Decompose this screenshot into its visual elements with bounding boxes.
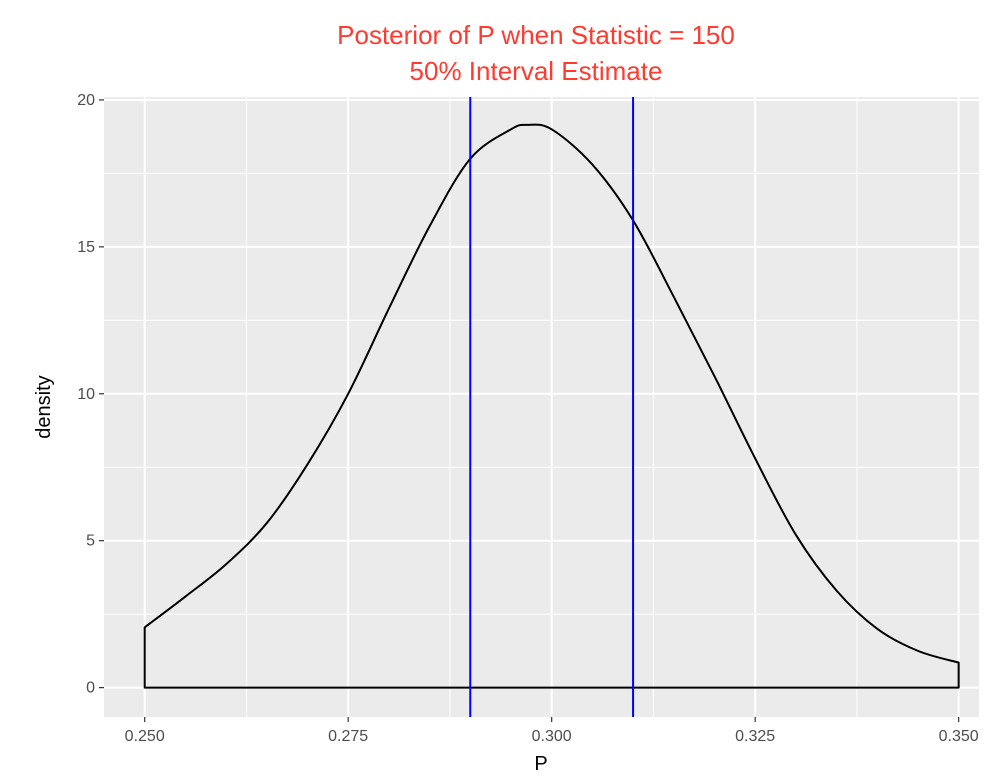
y-axis-title: density: [33, 375, 55, 438]
data-layer: [143, 97, 960, 717]
axis-ticks: 0.250 0.275 0.300 0.325 0.350 0 5 10 15 20: [77, 92, 979, 745]
x-tick-label: 0.350: [939, 728, 979, 745]
x-axis-title: P: [534, 753, 547, 775]
y-tick-label: 0: [86, 680, 95, 697]
chart-title: Posterior of P when Statistic = 150: [337, 20, 735, 50]
plot-panel: [104, 97, 979, 717]
y-tick-label: 10: [77, 386, 95, 403]
x-tick-label: 0.325: [735, 728, 775, 745]
y-tick-label: 5: [86, 533, 95, 550]
x-tick-label: 0.250: [125, 728, 165, 745]
y-tick-label: 20: [77, 92, 95, 109]
x-tick-label: 0.300: [532, 728, 572, 745]
chart-subtitle: 50% Interval Estimate: [410, 56, 663, 86]
x-tick-label: 0.275: [328, 728, 368, 745]
y-tick-label: 15: [77, 239, 95, 256]
density-curve: [143, 123, 960, 689]
